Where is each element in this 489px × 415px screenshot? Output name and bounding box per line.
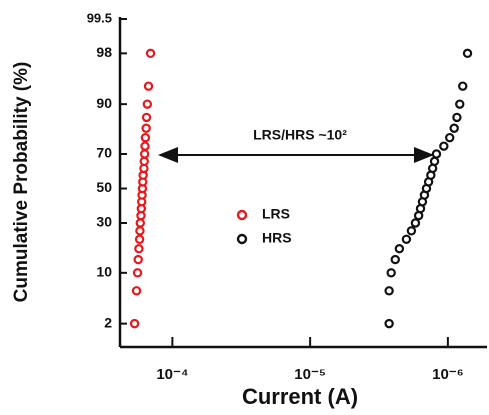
data-point [390, 254, 400, 265]
legend-marker [236, 233, 248, 245]
data-point [145, 48, 156, 59]
x-tick-label: 10⁻⁴ [156, 366, 188, 383]
y-tick-label: 99.5 [87, 10, 112, 25]
y-tick-label: 2 [104, 314, 112, 330]
data-point [406, 226, 417, 236]
data-point [131, 286, 142, 296]
data-point [139, 156, 149, 167]
y-tick-label: 98 [96, 44, 112, 60]
data-point [386, 268, 396, 278]
x-tick-label: 10⁻⁶ [432, 366, 464, 383]
y-axis-label: Cumulative Probability (%) [11, 62, 32, 303]
y-tick-label: 30 [96, 214, 112, 230]
data-point [445, 132, 455, 143]
data-point [135, 226, 145, 236]
data-point [143, 81, 154, 91]
data-point [134, 244, 144, 254]
data-point [410, 218, 421, 228]
data-point [141, 123, 151, 133]
data-point [140, 132, 151, 143]
x-axis-label: Current (A) [242, 384, 358, 409]
data-point [462, 48, 473, 59]
y-tick-label: 90 [96, 95, 112, 111]
y-tick-label: 10 [96, 264, 112, 280]
data-point [431, 149, 442, 159]
data-point [452, 112, 462, 123]
data-point [139, 149, 150, 159]
data-point [132, 268, 143, 278]
data-point [458, 81, 468, 91]
y-tick-label: 70 [96, 145, 112, 161]
data-point [129, 318, 140, 329]
data-point [384, 286, 394, 296]
data-point [133, 254, 143, 265]
data-point [140, 141, 150, 151]
legend-label: LRS [262, 206, 290, 222]
y-tick-label: 50 [96, 179, 112, 195]
legend-marker [236, 209, 248, 221]
legend-label: HRS [262, 230, 292, 246]
data-point [439, 141, 449, 151]
data-point [135, 218, 145, 228]
data-point [429, 156, 440, 167]
data-point [134, 234, 145, 245]
data-point [141, 112, 152, 123]
data-point [394, 244, 405, 254]
data-point [142, 99, 153, 109]
annotation: LRS/HRS ~10² [253, 127, 347, 143]
data-point [449, 123, 459, 133]
data-point [384, 318, 394, 329]
x-tick-label: 10⁻⁵ [294, 366, 326, 383]
data-point [455, 99, 465, 109]
data-point [401, 234, 412, 245]
